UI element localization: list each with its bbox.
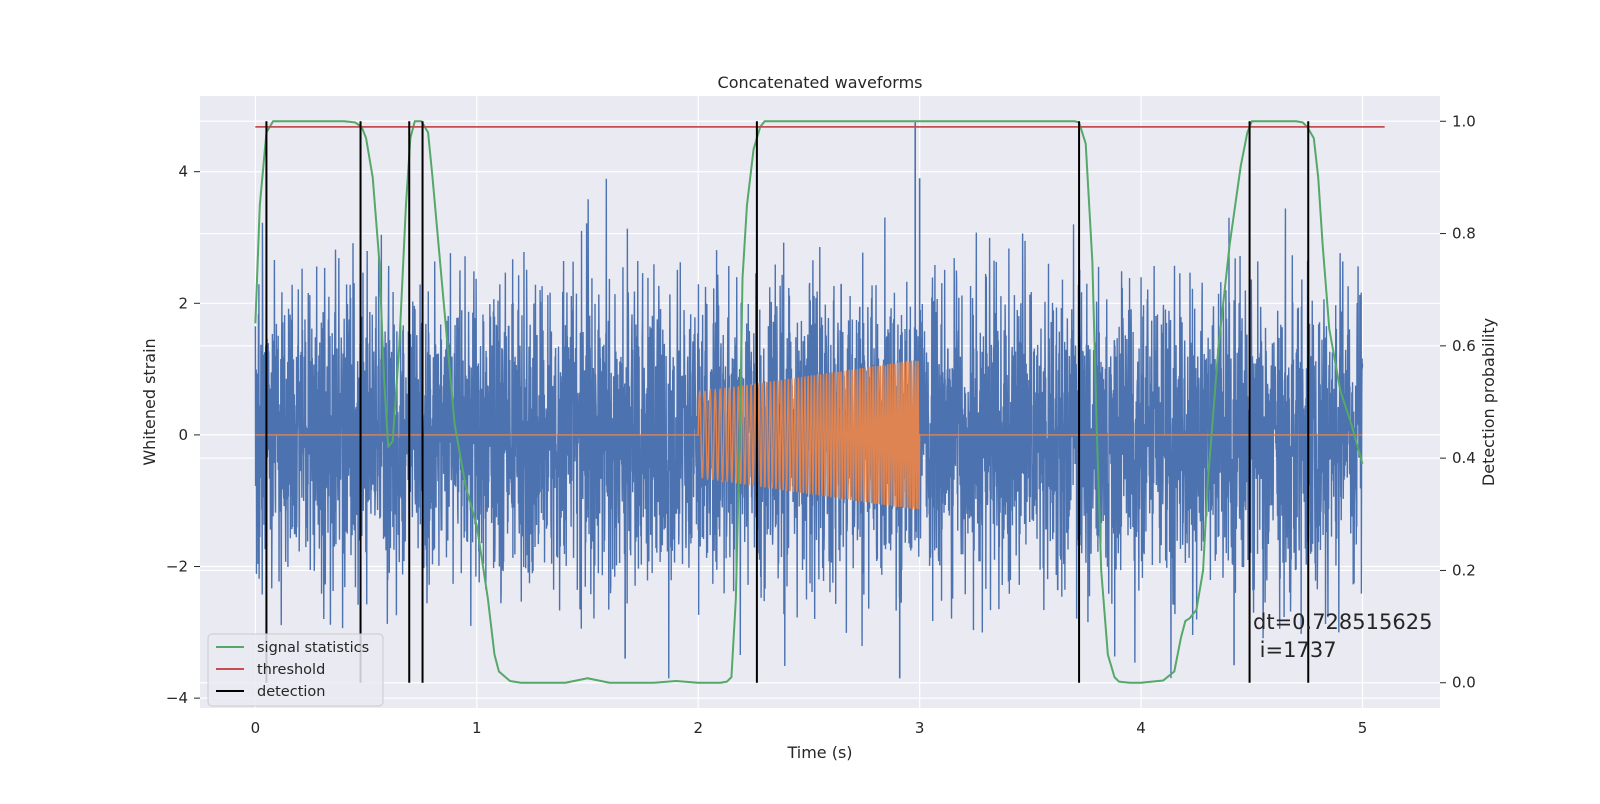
chart-title: Concatenated waveforms: [718, 73, 923, 92]
y-right-tick-label: 0.2: [1452, 561, 1476, 579]
y-left-tick-label: −4: [166, 689, 188, 707]
annotation-index: i=1737: [1253, 638, 1337, 662]
y-right-tick-label: 0.8: [1452, 225, 1476, 243]
y-right-tick-label: 0.4: [1452, 449, 1476, 467]
x-tick-label: 3: [915, 719, 925, 737]
y-axis-left-label: Whitened strain: [140, 338, 159, 465]
x-tick-label: 5: [1358, 719, 1368, 737]
legend-label-threshold: threshold: [257, 662, 325, 678]
y-right-tick-label: 1.0: [1452, 112, 1476, 130]
y-right-tick-label: 0.6: [1452, 337, 1476, 355]
x-axis-label: Time (s): [786, 743, 852, 762]
series-signal-statistics: [254, 120, 1364, 684]
y-left-tick-label: 2: [178, 294, 188, 312]
y-right-tick-label: 0.0: [1452, 674, 1476, 692]
x-tick-label: 0: [251, 719, 261, 737]
legend-label-signal-statistics: signal statistics: [257, 640, 369, 656]
y-axis-right-label: Detection probability: [1479, 318, 1498, 486]
series-layer: [254, 120, 1385, 684]
y-left-tick-label: 4: [178, 163, 188, 181]
x-tick-label: 1: [472, 719, 482, 737]
y-left-tick-label: 0: [178, 426, 188, 444]
legend: signal statistics threshold detection: [207, 633, 384, 707]
legend-box: [207, 633, 384, 707]
ticks: 0 1 2 3 4 5 −4 −2 0 2 4 0.0 0.2 0.4 0.6 0.8 1.0: [166, 112, 1476, 737]
series-injected-chirp: [255, 360, 1363, 510]
y-left-tick-label: −2: [166, 558, 188, 576]
x-tick-label: 2: [693, 719, 703, 737]
legend-label-detection: detection: [257, 684, 325, 700]
x-tick-label: 4: [1136, 719, 1146, 737]
annotation-dt: dt=0.728515625: [1253, 610, 1432, 634]
